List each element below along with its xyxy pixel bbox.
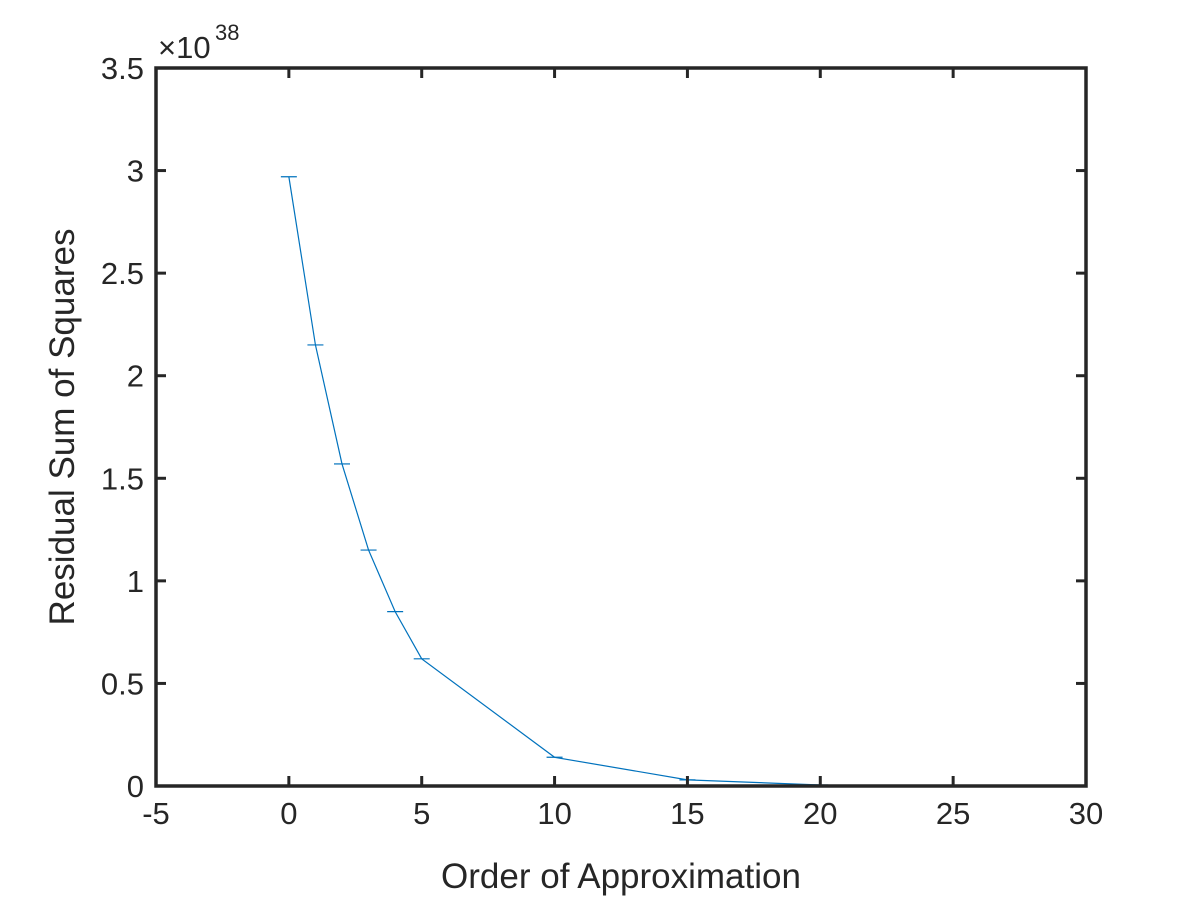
x-tick-label: 30 [1069,796,1103,831]
y-axis-label: Residual Sum of Squares [43,229,82,626]
y-tick-label: 0 [127,769,144,804]
y-exponent-label: ×10 38 [158,20,240,65]
labels-layer: Order of Approximation Residual Sum of S… [43,20,801,896]
x-tick-label: -5 [142,796,170,831]
x-tick-label: 20 [803,796,837,831]
y-tick-label: 2.5 [101,256,144,291]
y-exponent-power: 38 [215,20,239,45]
series-line [288,176,954,787]
axes-box [154,66,1088,788]
x-tick-label: 0 [280,796,297,831]
x-axis-label: Order of Approximation [441,857,801,896]
y-exponent-prefix: ×10 [158,30,211,65]
data-layer [280,176,962,787]
y-tick-label: 1.5 [101,461,144,496]
x-tick-label: 25 [936,796,970,831]
x-tick-label: 10 [537,796,571,831]
x-tick-label: 15 [670,796,704,831]
y-tick-label: 3.5 [101,51,144,86]
x-tick-label: 5 [413,796,430,831]
y-tick-label: 3 [127,154,144,189]
y-tick-label: 2 [127,359,144,394]
y-tick-label: 1 [127,564,144,599]
y-tick-label: 0.5 [101,666,144,701]
